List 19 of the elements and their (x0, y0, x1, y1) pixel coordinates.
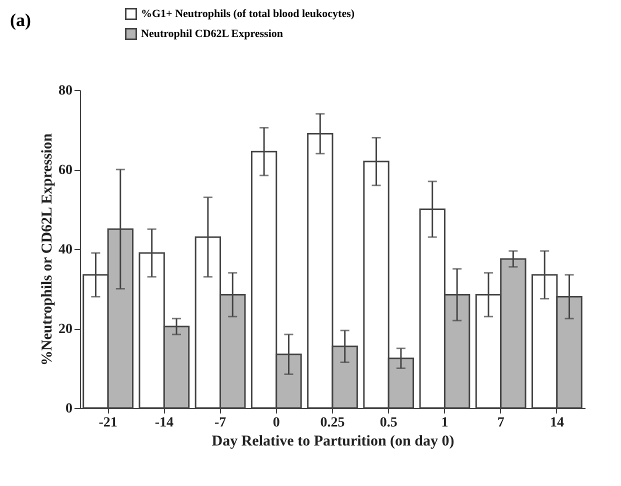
x-tick-label: -21 (98, 416, 118, 430)
x-tick-label: -14 (154, 416, 174, 430)
y-tick-label: 20 (58, 322, 72, 337)
y-tick-label: 80 (58, 84, 72, 98)
x-tick-label: 14 (550, 416, 564, 430)
legend-label: Neutrophil CD62L Expression (141, 28, 284, 40)
x-tick-label: 1 (441, 416, 448, 430)
y-tick-label: 0 (66, 402, 72, 416)
y-tick-label: 40 (58, 242, 72, 258)
x-tick-label: 0.25 (320, 416, 345, 430)
x-axis-title: Day Relative to Parturition (on day 0) (212, 434, 454, 450)
y-axis-title: %Neutrophils or CD62L Expression (40, 132, 56, 366)
x-tick-label: 7 (497, 416, 504, 430)
x-tick-label: 0 (272, 416, 280, 430)
y-tick-label: 60 (58, 163, 72, 178)
x-tick-label: -7 (214, 416, 226, 430)
x-tick-label: 0.5 (380, 416, 398, 430)
chart-title: (a) (10, 10, 31, 30)
legend-label: %G1+ Neutrophils (of total blood leukocytes) (141, 8, 355, 20)
